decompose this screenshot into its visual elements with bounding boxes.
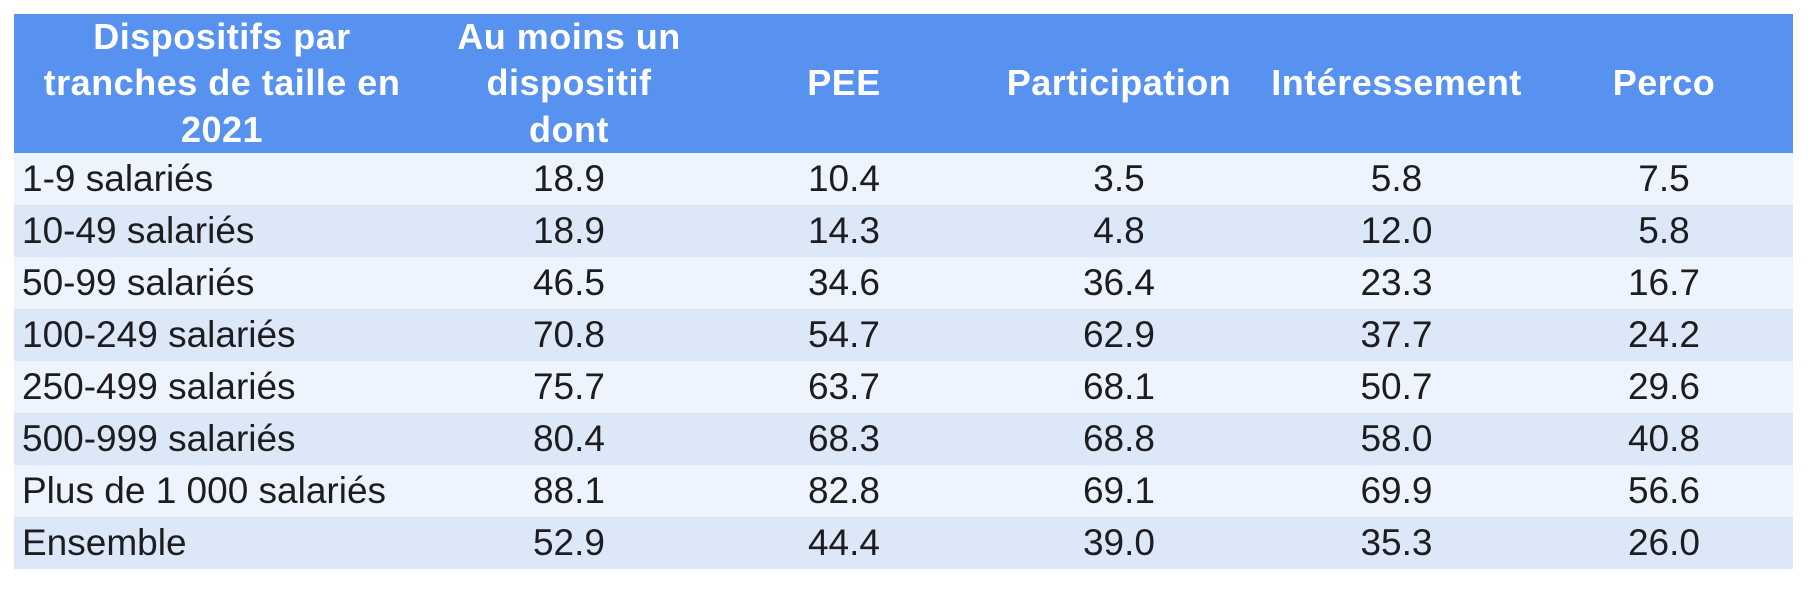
cell-value: 23.3 bbox=[1360, 262, 1433, 303]
row-label: 250-499 salariés bbox=[22, 366, 296, 407]
table-row: 250-499 salariés 75.7 63.7 68.1 50.7 29.6 bbox=[14, 361, 1793, 413]
cell-value: 37.7 bbox=[1360, 314, 1433, 355]
header-cell-pee: PEE bbox=[708, 14, 980, 153]
cell-value: 80.4 bbox=[532, 418, 605, 459]
cell-value: 75.7 bbox=[532, 366, 605, 407]
row-label: Plus de 1 000 salariés bbox=[22, 470, 387, 511]
cell-value: 16.7 bbox=[1627, 262, 1700, 303]
cell-value: 70.8 bbox=[532, 314, 605, 355]
cell-value: 24.2 bbox=[1627, 314, 1700, 355]
cell-value: 34.6 bbox=[807, 262, 880, 303]
cell-value: 18.9 bbox=[532, 210, 605, 251]
cell-value: 29.6 bbox=[1627, 366, 1700, 407]
cell-value: 3.5 bbox=[1093, 158, 1145, 199]
table-header: Dispositifs par tranches de taille en 20… bbox=[14, 14, 1793, 153]
cell-value: 44.4 bbox=[807, 522, 880, 563]
row-label: 10-49 salariés bbox=[22, 210, 255, 251]
cell-value: 18.9 bbox=[532, 158, 605, 199]
cell-value: 62.9 bbox=[1082, 314, 1155, 355]
cell-value: 14.3 bbox=[807, 210, 880, 251]
cell-value: 40.8 bbox=[1627, 418, 1700, 459]
cell-value: 39.0 bbox=[1082, 522, 1155, 563]
header-cell-perco: Perco bbox=[1535, 14, 1793, 153]
cell-value: 46.5 bbox=[532, 262, 605, 303]
cell-value: 69.9 bbox=[1360, 470, 1433, 511]
cell-value: 82.8 bbox=[807, 470, 880, 511]
cell-value: 68.1 bbox=[1082, 366, 1155, 407]
header-cell-dispositifs: Dispositifs par tranches de taille en 20… bbox=[14, 14, 430, 153]
cell-value: 58.0 bbox=[1360, 418, 1433, 459]
row-label: 1-9 salariés bbox=[22, 158, 214, 199]
row-label: Ensemble bbox=[22, 522, 187, 563]
header-row: Dispositifs par tranches de taille en 20… bbox=[14, 14, 1793, 153]
table-row: 10-49 salariés 18.9 14.3 4.8 12.0 5.8 bbox=[14, 205, 1793, 257]
cell-value: 5.8 bbox=[1370, 158, 1423, 199]
header-cell-au-moins-un: Au moins un dispositif dont bbox=[430, 14, 708, 153]
cell-value: 50.7 bbox=[1360, 366, 1433, 407]
table-row: 500-999 salariés 80.4 68.3 68.8 58.0 40.8 bbox=[14, 413, 1793, 465]
cell-value: 68.3 bbox=[807, 418, 880, 459]
row-label: 50-99 salariés bbox=[22, 262, 255, 303]
cell-value: 69.1 bbox=[1082, 470, 1155, 511]
cell-value: 12.0 bbox=[1360, 210, 1433, 251]
header-cell-participation: Participation bbox=[980, 14, 1258, 153]
dispositifs-table: Dispositifs par tranches de taille en 20… bbox=[14, 14, 1793, 569]
table-row: 50-99 salariés 46.5 34.6 36.4 23.3 16.7 bbox=[14, 257, 1793, 309]
cell-value: 7.5 bbox=[1638, 158, 1690, 199]
cell-value: 5.8 bbox=[1638, 210, 1690, 251]
cell-value: 36.4 bbox=[1082, 262, 1155, 303]
table-body: 1-9 salariés 18.9 10.4 3.5 5.8 7.5 10-49 salar… bbox=[14, 153, 1793, 569]
table-row: Plus de 1 000 salariés 88.1 82.8 69.1 69.9 56… bbox=[14, 465, 1793, 517]
cell-value: 54.7 bbox=[807, 314, 880, 355]
cell-value: 52.9 bbox=[532, 522, 605, 563]
row-label: 100-249 salariés bbox=[22, 314, 296, 355]
header-cell-interessement: Intéressement bbox=[1258, 14, 1535, 153]
cell-value: 10.4 bbox=[807, 158, 880, 199]
cell-value: 63.7 bbox=[807, 366, 880, 407]
cell-value: 68.8 bbox=[1082, 418, 1155, 459]
table-row: 1-9 salariés 18.9 10.4 3.5 5.8 7.5 bbox=[14, 153, 1793, 205]
cell-value: 56.6 bbox=[1627, 470, 1700, 511]
cell-value: 4.8 bbox=[1093, 210, 1145, 251]
cell-value: 26.0 bbox=[1627, 522, 1700, 563]
cell-value: 88.1 bbox=[532, 470, 605, 511]
table-row: 100-249 salariés 70.8 54.7 62.9 37.7 24.2 bbox=[14, 309, 1793, 361]
cell-value: 35.3 bbox=[1360, 522, 1433, 563]
row-label: 500-999 salariés bbox=[22, 418, 296, 459]
table-row: Ensemble 52.9 44.4 39.0 35.3 26.0 bbox=[14, 517, 1793, 569]
